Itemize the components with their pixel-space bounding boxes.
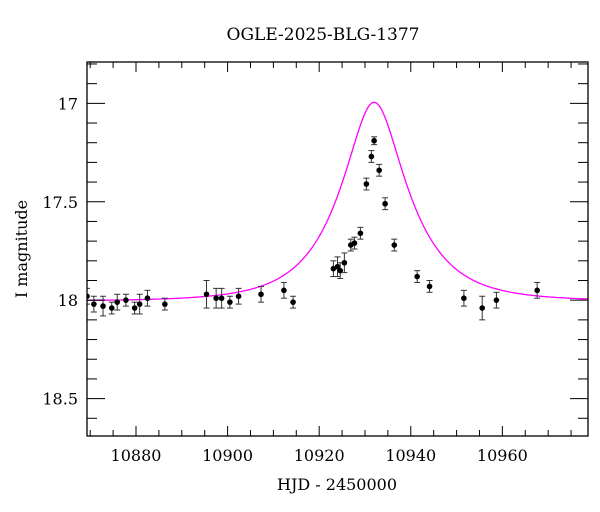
data-point xyxy=(368,150,375,163)
data-point xyxy=(290,295,297,309)
data-point xyxy=(534,281,541,299)
chart-title: OGLE-2025-BLG-1377 xyxy=(227,25,420,45)
y-tick-label: 17 xyxy=(58,94,78,113)
data-point xyxy=(414,270,421,283)
data-point xyxy=(460,289,467,307)
data-point xyxy=(341,252,348,274)
data-point xyxy=(235,287,242,305)
data-point xyxy=(144,289,151,307)
x-axis: 10880 10900 10920 10940 10960 xyxy=(89,62,572,465)
data-point xyxy=(357,226,364,240)
data-point xyxy=(426,279,433,293)
data-point xyxy=(114,293,121,311)
data-point xyxy=(131,301,138,315)
data-point xyxy=(108,301,115,315)
model-curve xyxy=(87,101,588,302)
y-axis: 17 17.5 18 18.5 xyxy=(42,63,588,419)
y-tick-label: 18.5 xyxy=(42,390,78,409)
data-point xyxy=(479,295,486,321)
data-point xyxy=(258,285,265,303)
data-point xyxy=(493,291,500,309)
data-point xyxy=(334,256,341,278)
data-point xyxy=(226,295,233,309)
data-point xyxy=(376,163,383,177)
x-tick-label: 10920 xyxy=(294,446,345,465)
x-tick-label: 10900 xyxy=(202,446,253,465)
data-point xyxy=(382,197,389,211)
data-point xyxy=(391,238,398,252)
x-tick-label: 10960 xyxy=(477,446,528,465)
x-tick-label: 10940 xyxy=(385,446,436,465)
y-tick-label: 18 xyxy=(58,291,78,310)
y-axis-label: I magnitude xyxy=(12,200,31,298)
data-point xyxy=(218,287,225,309)
data-point xyxy=(213,287,220,309)
data-point xyxy=(90,295,97,313)
data-point xyxy=(330,260,337,278)
data-point xyxy=(351,236,358,250)
plot-area xyxy=(87,101,588,321)
data-point xyxy=(371,136,378,146)
data-point xyxy=(122,293,129,307)
data-point xyxy=(87,287,90,305)
data-point xyxy=(100,295,107,317)
data-point xyxy=(363,177,370,191)
data-point xyxy=(280,281,287,299)
y-tick-label: 17.5 xyxy=(42,193,78,212)
x-axis-label: HJD - 2450000 xyxy=(277,475,397,494)
data-point xyxy=(161,297,168,311)
data-point xyxy=(136,293,143,315)
data-point xyxy=(203,279,210,309)
x-tick-label: 10880 xyxy=(111,446,162,465)
plot-frame xyxy=(86,61,589,437)
